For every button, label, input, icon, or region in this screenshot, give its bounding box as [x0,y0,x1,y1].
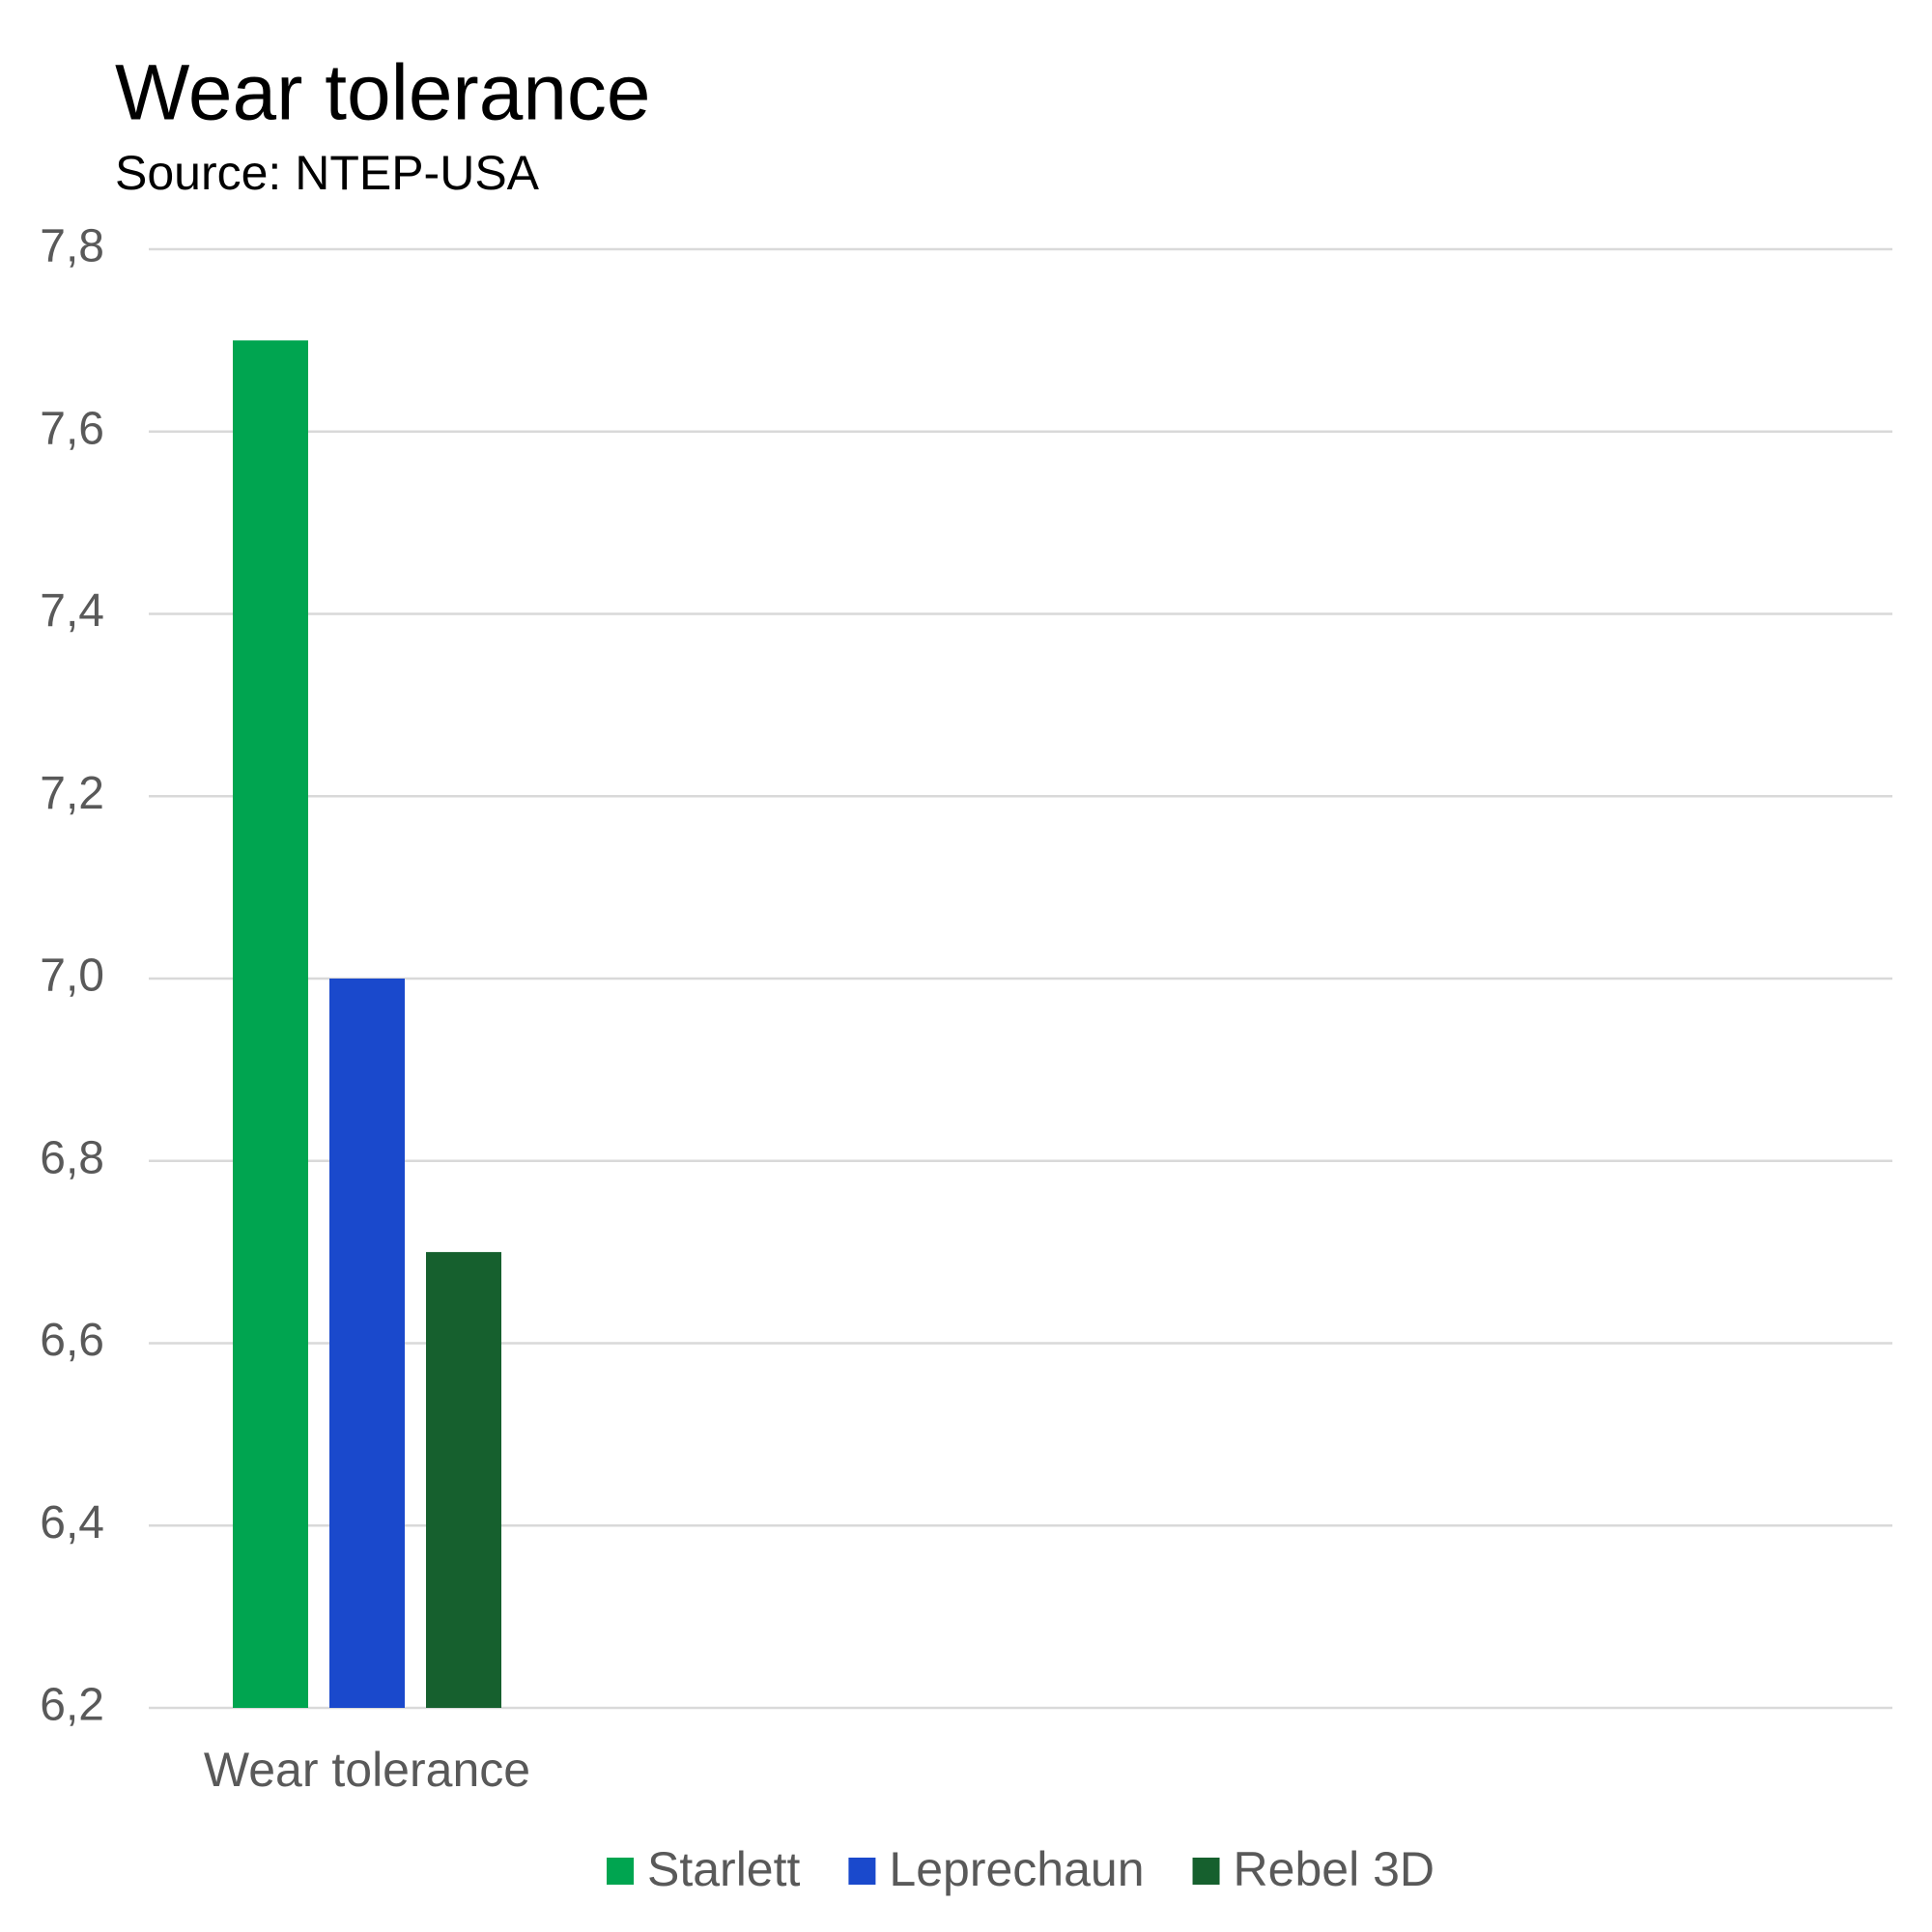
y-tick-label: 6,8 [40,1132,104,1183]
bar [426,1252,501,1708]
bar [233,340,308,1708]
y-tick-label: 7,2 [40,768,104,819]
chart-subtitle: Source: NTEP-USA [115,146,540,200]
chart-title: Wear tolerance [115,49,651,137]
y-tick-label: 7,8 [40,221,104,272]
x-tick-label: Wear tolerance [204,1743,530,1797]
legend-swatch [848,1858,876,1885]
y-tick-label: 6,6 [40,1315,104,1366]
legend-label: Leprechaun [889,1842,1144,1896]
y-tick-label: 7,0 [40,951,104,1002]
y-tick-label: 7,6 [40,403,104,454]
legend-swatch [607,1858,635,1885]
legend-swatch [1192,1858,1220,1885]
y-tick-label: 6,4 [40,1497,104,1548]
legend-label: Starlett [647,1842,801,1896]
bar [329,979,405,1708]
legend-label: Rebel 3D [1234,1842,1435,1896]
y-tick-label: 6,2 [40,1680,104,1731]
y-tick-label: 7,4 [40,585,104,637]
